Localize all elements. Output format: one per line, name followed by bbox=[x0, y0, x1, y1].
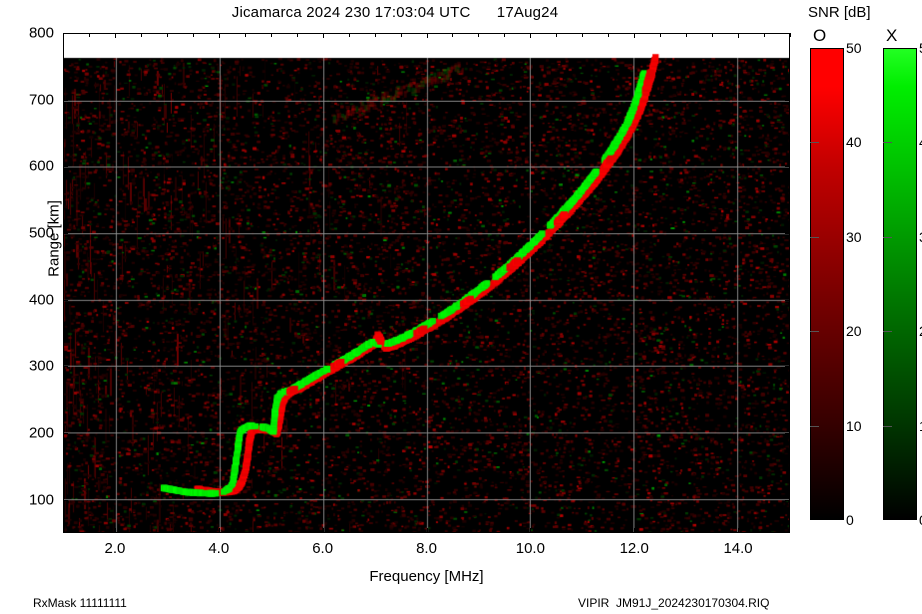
colorbar-tick bbox=[883, 425, 892, 427]
colorbar-o-tick-label: 40 bbox=[846, 134, 862, 151]
x-minor-tick bbox=[790, 33, 791, 37]
x-tick bbox=[218, 528, 220, 533]
y-tick-label: 600 bbox=[28, 157, 54, 175]
ionogram-canvas bbox=[64, 34, 789, 532]
x-minor-tick bbox=[348, 33, 350, 37]
colorbar-x-tick-label: 50 bbox=[919, 40, 922, 56]
y-tick bbox=[785, 433, 790, 434]
y-tick-label: 800 bbox=[28, 24, 54, 42]
ionogram-plot bbox=[63, 33, 790, 533]
x-minor-tick bbox=[556, 33, 558, 37]
x-minor-tick bbox=[634, 33, 636, 37]
y-tick bbox=[63, 366, 68, 368]
y-tick bbox=[63, 99, 68, 101]
x-minor-tick bbox=[192, 33, 194, 37]
colorbar-tick bbox=[883, 331, 892, 333]
source-file-footer: VIPIR JM91J_2024230170304.RIQ bbox=[578, 596, 770, 610]
y-tick bbox=[785, 33, 790, 34]
y-tick-label: 300 bbox=[28, 357, 54, 375]
x-tick-label: 6.0 bbox=[312, 540, 334, 557]
colorbar-o-tick-label: 0 bbox=[846, 512, 854, 528]
colorbar-tick bbox=[883, 236, 892, 238]
x-minor-tick bbox=[400, 33, 402, 37]
x-minor-tick bbox=[296, 33, 298, 37]
colorbar-tick bbox=[810, 142, 819, 144]
x-minor-tick bbox=[738, 33, 740, 37]
y-tick bbox=[63, 166, 68, 168]
colorbar-x-tick-label: 30 bbox=[919, 229, 922, 245]
colorbar-x-tick-label: 40 bbox=[919, 134, 922, 150]
y-tick bbox=[785, 233, 790, 234]
x-minor-tick bbox=[374, 33, 376, 37]
x-minor-tick bbox=[582, 33, 584, 37]
x-minor-tick bbox=[244, 33, 246, 37]
x-tick-label: 8.0 bbox=[416, 540, 437, 557]
y-tick bbox=[785, 366, 790, 368]
colorbar-title: SNR [dB] bbox=[808, 4, 871, 21]
x-minor-tick bbox=[504, 33, 506, 37]
y-tick-label: 500 bbox=[28, 224, 54, 242]
colorbar-tick bbox=[810, 236, 819, 238]
y-tick bbox=[785, 99, 790, 101]
x-minor-tick bbox=[140, 33, 142, 37]
colorbar-x-tick-label: 0 bbox=[919, 512, 922, 528]
x-minor-tick bbox=[218, 33, 220, 37]
x-minor-tick bbox=[166, 33, 168, 37]
x-minor-tick bbox=[88, 33, 90, 37]
rxmask-footer: RxMask 11111111 bbox=[33, 596, 127, 610]
x-minor-tick bbox=[764, 33, 766, 37]
y-tick bbox=[785, 166, 790, 168]
x-minor-tick bbox=[63, 33, 64, 37]
colorbar-o-tick-label: 20 bbox=[846, 323, 862, 340]
x-minor-tick bbox=[426, 33, 428, 37]
x-minor-tick bbox=[452, 33, 454, 37]
colorbar-o-mode bbox=[810, 48, 844, 520]
y-tick-label: 100 bbox=[28, 491, 54, 509]
colorbar-tick bbox=[810, 425, 819, 427]
y-tick bbox=[63, 33, 68, 34]
x-tick bbox=[426, 528, 428, 533]
x-tick-label: 10.0 bbox=[515, 540, 545, 557]
y-tick-label: 200 bbox=[28, 424, 54, 442]
y-tick bbox=[63, 299, 68, 301]
colorbar-x-tick-label: 10 bbox=[919, 418, 922, 434]
x-minor-tick bbox=[608, 33, 610, 37]
x-tick bbox=[322, 528, 324, 533]
x-tick-label: 2.0 bbox=[104, 540, 126, 557]
x-tick bbox=[634, 528, 636, 533]
x-minor-tick bbox=[660, 33, 662, 37]
colorbar-tick bbox=[810, 331, 819, 333]
x-tick-label: 12.0 bbox=[619, 540, 649, 557]
x-minor-tick bbox=[114, 33, 116, 37]
y-tick bbox=[785, 299, 790, 301]
x-minor-tick bbox=[270, 33, 272, 37]
y-tick bbox=[63, 499, 68, 501]
x-tick bbox=[738, 528, 740, 533]
colorbar-tick bbox=[883, 142, 892, 144]
colorbar-o-tick-label: 50 bbox=[846, 40, 862, 56]
x-tick-label: 14.0 bbox=[723, 540, 753, 557]
y-tick bbox=[63, 433, 68, 434]
colorbar-o-mode-label: O bbox=[813, 26, 827, 45]
y-tick-label: 400 bbox=[28, 291, 54, 309]
x-tick-label: 4.0 bbox=[208, 540, 230, 557]
x-minor-tick bbox=[530, 33, 532, 37]
y-tick bbox=[63, 233, 68, 234]
colorbar-o-tick-label: 10 bbox=[846, 417, 862, 434]
y-tick bbox=[785, 499, 790, 501]
colorbar-x-mode bbox=[883, 48, 917, 520]
y-axis-label: Range [km] bbox=[45, 200, 63, 277]
x-minor-tick bbox=[686, 33, 688, 37]
page-title: Jicamarca 2024 230 17:03:04 UTC 17Aug24 bbox=[231, 4, 559, 21]
colorbar-x-mode-label: X bbox=[886, 26, 898, 45]
x-tick bbox=[530, 528, 532, 533]
colorbar-x-tick-label: 20 bbox=[919, 323, 922, 339]
x-minor-tick bbox=[478, 33, 480, 37]
x-axis-label: Frequency [MHz] bbox=[369, 568, 484, 585]
x-tick bbox=[114, 528, 116, 533]
x-minor-tick bbox=[322, 33, 324, 37]
y-tick-label: 700 bbox=[28, 91, 54, 109]
x-minor-tick bbox=[712, 33, 714, 37]
colorbar-o-tick-label: 30 bbox=[846, 228, 862, 245]
